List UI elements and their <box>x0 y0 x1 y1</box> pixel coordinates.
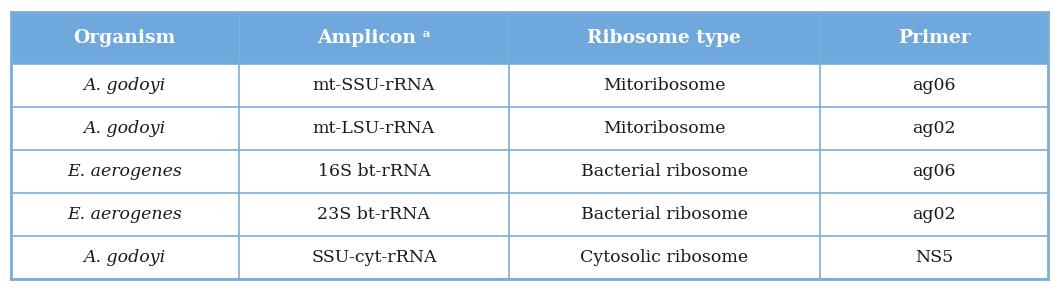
Text: ag02: ag02 <box>913 120 956 137</box>
Text: E. aerogenes: E. aerogenes <box>68 206 182 223</box>
Text: 16S bt-rRNA: 16S bt-rRNA <box>318 163 430 180</box>
Text: mt-LSU-rRNA: mt-LSU-rRNA <box>312 120 435 137</box>
Text: ag06: ag06 <box>913 77 956 94</box>
Text: Amplicon ᵃ: Amplicon ᵃ <box>317 29 431 47</box>
Text: Mitoribosome: Mitoribosome <box>604 120 725 137</box>
Text: Mitoribosome: Mitoribosome <box>604 77 725 94</box>
Text: A. godoyi: A. godoyi <box>84 120 166 137</box>
Text: ag06: ag06 <box>913 163 956 180</box>
Bar <box>11 12 1048 64</box>
Text: NS5: NS5 <box>915 249 953 266</box>
Text: Bacterial ribosome: Bacterial ribosome <box>581 206 748 223</box>
Text: Cytosolic ribosome: Cytosolic ribosome <box>580 249 749 266</box>
Text: 23S bt-rRNA: 23S bt-rRNA <box>318 206 430 223</box>
Text: Primer: Primer <box>898 29 970 47</box>
Text: SSU-cyt-rRNA: SSU-cyt-rRNA <box>311 249 436 266</box>
Text: ag02: ag02 <box>913 206 956 223</box>
Text: E. aerogenes: E. aerogenes <box>68 163 182 180</box>
Text: Ribosome type: Ribosome type <box>588 29 741 47</box>
Text: Bacterial ribosome: Bacterial ribosome <box>581 163 748 180</box>
Text: mt-SSU-rRNA: mt-SSU-rRNA <box>312 77 435 94</box>
Text: Organism: Organism <box>74 29 176 47</box>
Text: A. godoyi: A. godoyi <box>84 77 166 94</box>
Text: A. godoyi: A. godoyi <box>84 249 166 266</box>
